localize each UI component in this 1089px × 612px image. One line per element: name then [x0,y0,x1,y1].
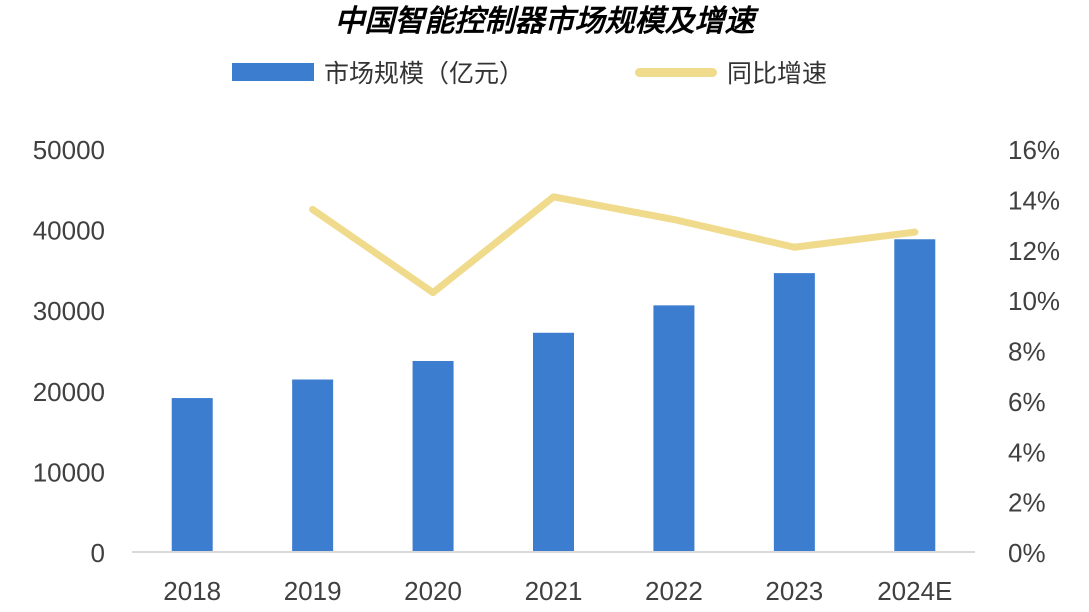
bar-2021 [533,332,574,552]
legend-item-growth: 同比增速 [635,50,827,94]
x-tick-label: 2023 [765,576,823,606]
left-tick-label: 10000 [33,457,105,487]
x-tick-label: 2022 [645,576,703,606]
right-axis-ticks: 0% 2% 4% 6% 8% 10% 12% 14% 16% [1008,135,1060,568]
growth-point-2022 [670,216,678,224]
left-axis-ticks: 0 10000 20000 30000 40000 50000 [33,135,105,568]
chart-title: 中国智能控制器市场规模及增速 [334,4,755,39]
bar-2022 [653,305,695,552]
legend-label-market-size: 市场规模（亿元） [324,59,525,88]
left-tick-label: 20000 [33,377,105,407]
right-tick-label: 2% [1008,488,1046,518]
right-tick-label: 12% [1008,236,1060,266]
legend-label-growth: 同比增速 [727,59,828,88]
left-tick-label: 0 [91,538,105,568]
bar-2024E [894,239,936,552]
growth-point-2021 [550,193,557,201]
x-tick-label: 2024E [877,576,952,606]
growth-point-2020 [429,289,437,297]
growth-point-2019 [309,205,317,213]
x-tick-label: 2020 [404,576,462,606]
right-tick-label: 4% [1008,437,1046,467]
left-tick-label: 40000 [33,216,105,246]
bar-2020 [412,360,454,552]
right-tick-label: 10% [1008,286,1060,316]
x-tick-label: 2021 [525,576,583,606]
growth-point-2024E [911,228,919,236]
right-tick-label: 14% [1008,185,1060,215]
right-tick-label: 8% [1008,337,1046,367]
right-tick-label: 16% [1008,135,1060,165]
growth-line [309,193,919,297]
line-layer [309,193,919,297]
x-tick-label: 2019 [284,576,342,606]
x-axis-ticks: 2018 2019 2020 2021 2022 2023 2024E [163,576,952,606]
right-tick-label: 6% [1008,387,1046,417]
bar-2019 [292,379,334,552]
bar-2018 [171,398,213,552]
right-tick-label: 0% [1008,538,1046,568]
legend-item-market-size: 市场规模（亿元） [232,50,524,94]
legend-bar-swatch [232,63,314,81]
x-tick-label: 2018 [163,576,221,606]
bars-layer [171,239,936,552]
left-tick-label: 30000 [33,296,105,326]
growth-point-2023 [790,243,798,251]
legend: 市场规模（亿元） 同比增速 [0,50,1089,94]
left-tick-label: 50000 [33,135,105,165]
bar-2023 [773,273,815,552]
legend-line-swatch [635,67,717,77]
